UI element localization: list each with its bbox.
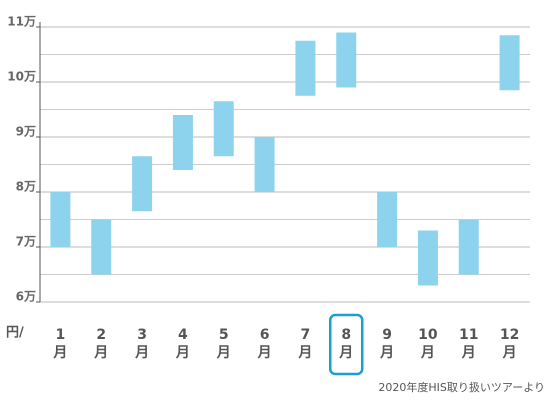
unit-label: 円/ — [6, 326, 24, 341]
x-tick-label: 5月 — [216, 327, 231, 361]
source-note: 2020年度HIS取り扱いツアーより — [378, 380, 545, 394]
highlight-box — [329, 313, 364, 376]
range-bar — [417, 230, 438, 286]
range-bar — [50, 192, 71, 247]
range-bar — [213, 101, 234, 157]
range-bar — [336, 32, 357, 88]
y-tick-label: 10万 — [7, 70, 36, 84]
y-tick-label: 7万 — [16, 235, 36, 249]
x-tick-label: 8月 — [339, 327, 354, 361]
y-tick-label: 11万 — [7, 15, 36, 29]
x-tick-label: 6月 — [257, 327, 272, 361]
y-tick-label: 6万 — [16, 290, 36, 304]
x-tick-label: 7月 — [298, 327, 313, 361]
x-tick-label: 11月 — [459, 327, 479, 361]
range-bar — [377, 192, 398, 247]
x-tick-label: 2月 — [94, 327, 109, 361]
x-tick-label: 9月 — [380, 327, 395, 361]
x-tick-label: 1月 — [53, 327, 68, 361]
range-bar — [91, 219, 112, 275]
range-bar — [254, 137, 275, 192]
y-tick-label: 9万 — [16, 125, 36, 139]
range-bar — [172, 115, 193, 170]
range-bar — [499, 35, 520, 91]
x-tick-label: 4月 — [175, 327, 190, 361]
range-bar — [295, 40, 316, 96]
x-tick-label: 12月 — [499, 327, 520, 361]
x-tick-label: 10月 — [418, 327, 438, 361]
x-tick-label: 3月 — [135, 327, 150, 361]
range-bar — [132, 156, 153, 212]
range-bar — [458, 219, 479, 275]
y-tick-label: 8万 — [16, 180, 36, 194]
